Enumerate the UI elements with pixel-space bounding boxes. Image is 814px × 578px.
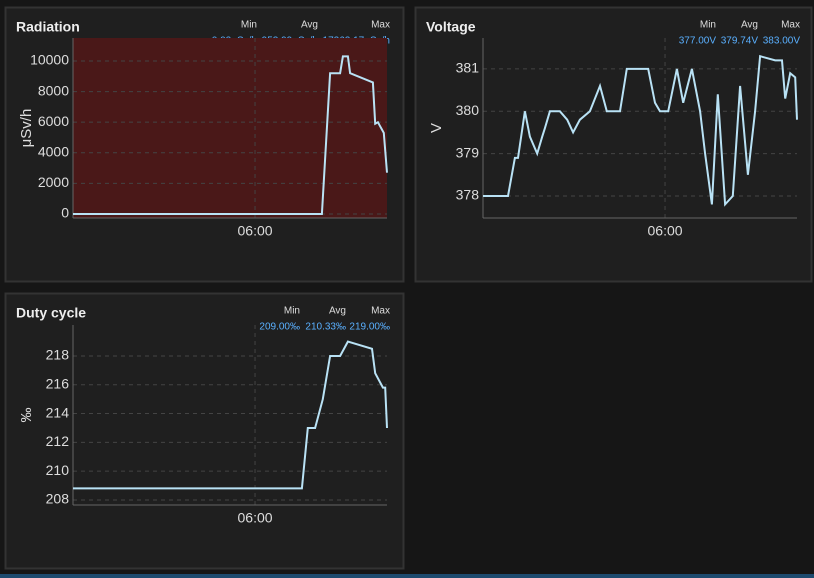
panel-title: Voltage bbox=[426, 19, 476, 35]
y-tick-label: 4000 bbox=[38, 143, 69, 159]
y-tick-label: 2000 bbox=[38, 174, 69, 190]
plot-background bbox=[73, 38, 387, 218]
panel-title: Radiation bbox=[16, 19, 80, 35]
y-tick-label: 210 bbox=[46, 462, 70, 478]
stat-value: 379.74V bbox=[721, 36, 759, 47]
x-tick-label: 06:00 bbox=[238, 223, 273, 239]
y-tick-label: 379 bbox=[456, 144, 480, 160]
series-line bbox=[73, 340, 388, 490]
panel bbox=[4, 292, 405, 570]
y-tick-label: 6000 bbox=[38, 113, 69, 129]
y-tick-label: 378 bbox=[456, 187, 480, 203]
stat-label: Avg bbox=[301, 20, 318, 31]
stat-label: Avg bbox=[741, 20, 758, 31]
stat-label: Min bbox=[284, 306, 300, 317]
y-axis-label: ‰ bbox=[18, 408, 35, 423]
stat-value: 210.33‰ bbox=[305, 322, 346, 333]
x-tick-label: 06:00 bbox=[648, 223, 683, 239]
y-tick-label: 381 bbox=[456, 60, 480, 76]
stat-label: Avg bbox=[329, 306, 346, 317]
stat-value: 219.00‰ bbox=[349, 322, 390, 333]
y-tick-label: 212 bbox=[46, 433, 70, 449]
bottom-bar bbox=[0, 574, 814, 578]
y-axis-label: V bbox=[428, 123, 445, 133]
y-tick-label: 208 bbox=[46, 491, 70, 507]
stat-value: 377.00V bbox=[679, 36, 717, 47]
stat-value: 209.00‰ bbox=[259, 322, 300, 333]
stat-label: Max bbox=[371, 20, 390, 31]
y-tick-label: 10000 bbox=[30, 52, 69, 68]
stat-label: Min bbox=[700, 20, 716, 31]
stat-label: Min bbox=[241, 20, 257, 31]
stat-label: Max bbox=[781, 20, 800, 31]
x-tick-label: 06:00 bbox=[238, 510, 273, 526]
series-line bbox=[73, 55, 388, 215]
y-tick-label: 214 bbox=[46, 404, 70, 420]
y-tick-label: 216 bbox=[46, 375, 70, 391]
series-line bbox=[483, 54, 798, 207]
stat-label: Max bbox=[371, 306, 390, 317]
y-tick-label: 8000 bbox=[38, 82, 69, 98]
y-tick-label: 218 bbox=[46, 347, 70, 363]
y-tick-label: 0 bbox=[61, 205, 69, 221]
panel-title: Duty cycle bbox=[16, 305, 86, 321]
y-tick-label: 380 bbox=[456, 102, 480, 118]
y-axis-label: μSv/h bbox=[18, 109, 35, 148]
stat-value: 383.00V bbox=[763, 36, 801, 47]
